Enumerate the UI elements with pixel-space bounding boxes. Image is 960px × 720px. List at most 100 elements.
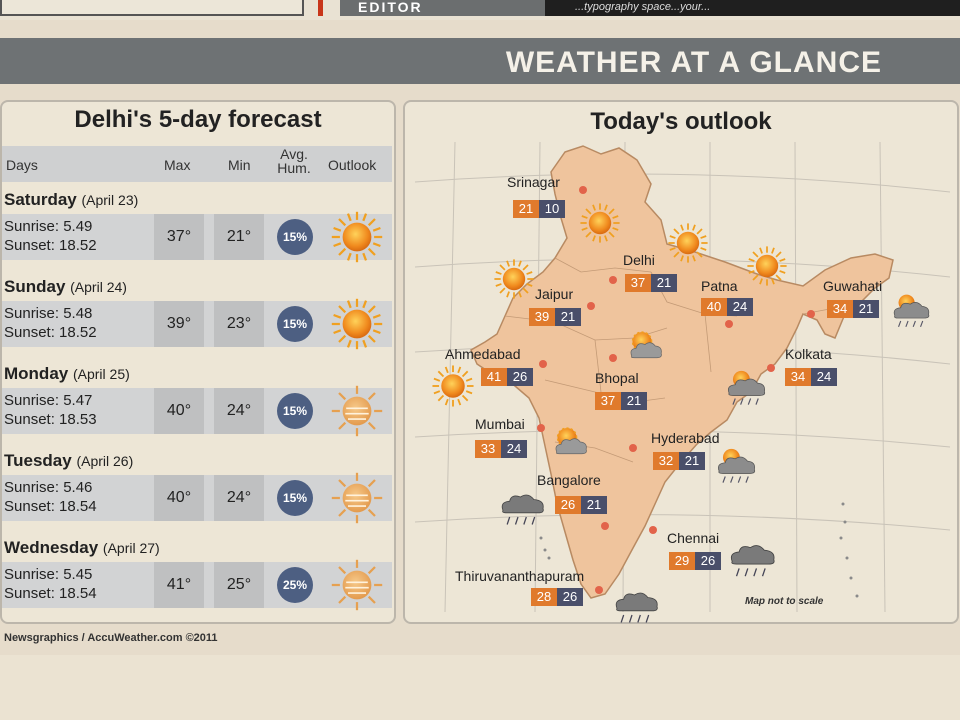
india-map bbox=[414, 141, 951, 613]
rain-icon bbox=[498, 482, 548, 532]
humidity-badge: 15% bbox=[277, 219, 313, 255]
day-details: Sunrise: 5.46 Sunset: 18.54 40° 24° 15% bbox=[2, 475, 392, 521]
forecast-title: Delhi's 5-day forecast bbox=[74, 106, 322, 133]
page-bottom bbox=[0, 655, 960, 720]
min-temp: 24° bbox=[214, 388, 264, 434]
humidity-badge: 15% bbox=[277, 393, 313, 429]
thunderstorm-icon bbox=[713, 442, 759, 488]
city-label-chennai: Chennai bbox=[667, 530, 720, 546]
max-temp: 41° bbox=[154, 562, 204, 608]
temp-box-chennai: 29 26 bbox=[669, 552, 721, 570]
max-temp: 39° bbox=[154, 301, 204, 347]
rain-icon bbox=[612, 580, 662, 630]
temp-box-srinagar: 21 10 bbox=[513, 200, 565, 218]
temp-box-thiruvananthapuram: 28 26 bbox=[531, 588, 583, 606]
section-label: EDITOR bbox=[340, 0, 563, 16]
day-name: Wednesday (April 27) bbox=[4, 538, 160, 557]
city-label-thiruvananthapuram: Thiruvananthapuram bbox=[455, 568, 585, 584]
header-humidity: Avg. Hum. bbox=[277, 146, 311, 176]
forecast-day-row: Monday (April 25) Sunrise: 5.47 Sunset: 1… bbox=[2, 364, 394, 450]
city-label-patna: Patna bbox=[701, 278, 738, 294]
city-label-delhi: Delhi bbox=[623, 252, 655, 268]
forecast-day-row: Wednesday (April 27) Sunrise: 5.45 Sunset… bbox=[2, 538, 394, 624]
header-max: Max bbox=[164, 157, 191, 173]
sun-icon bbox=[579, 202, 621, 244]
outlook-panel: Today's outlook Srinagar 21 10 Delhi 37 21… bbox=[403, 100, 959, 624]
header-outlook: Outlook bbox=[328, 157, 377, 173]
india-outline bbox=[470, 145, 894, 599]
sun-icon bbox=[667, 222, 709, 264]
temp-box-kolkata: 34 24 bbox=[785, 368, 837, 386]
map-scale-note: Map not to scale bbox=[745, 596, 824, 607]
partly-cloudy-icon bbox=[623, 324, 667, 368]
city-label-kolkata: Kolkata bbox=[785, 346, 832, 362]
header-days: Days bbox=[6, 157, 38, 173]
city-label-ahmedabad: Ahmedabad bbox=[445, 346, 521, 362]
day-details: Sunrise: 5.45 Sunset: 18.54 41° 25° 25% bbox=[2, 562, 392, 608]
temp-box-ahmedabad: 41 26 bbox=[481, 368, 533, 386]
day-name: Sunday (April 24) bbox=[4, 277, 127, 296]
humidity-badge: 25% bbox=[277, 567, 313, 603]
day-details: Sunrise: 5.49 Sunset: 18.52 37° 21° 15% bbox=[2, 214, 392, 260]
forecast-day-row: Sunday (April 24) Sunrise: 5.48 Sunset: 1… bbox=[2, 277, 394, 363]
min-temp: 23° bbox=[214, 301, 264, 347]
max-temp: 40° bbox=[154, 388, 204, 434]
temp-box-mumbai: 33 24 bbox=[475, 440, 527, 458]
hazy-sun-icon bbox=[330, 384, 384, 438]
banner-title: WEATHER AT A GLANCE bbox=[505, 46, 882, 79]
sun-icon bbox=[330, 297, 384, 351]
city-label-bangalore: Bangalore bbox=[537, 472, 601, 488]
sun-times: Sunrise: 5.47 Sunset: 18.53 bbox=[4, 392, 97, 428]
credit-line: Newsgraphics / AccuWeather.com ©2011 bbox=[4, 632, 218, 644]
banner: WEATHER AT A GLANCE bbox=[0, 38, 960, 84]
forecast-day-row: Tuesday (April 26) Sunrise: 5.46 Sunset: … bbox=[2, 451, 394, 537]
sun-times: Sunrise: 5.49 Sunset: 18.52 bbox=[4, 218, 97, 254]
temp-box-delhi: 37 21 bbox=[625, 274, 677, 292]
temp-box-bangalore: 26 21 bbox=[555, 496, 607, 514]
city-label-srinagar: Srinagar bbox=[507, 174, 560, 190]
max-temp: 40° bbox=[154, 475, 204, 521]
city-label-mumbai: Mumbai bbox=[475, 416, 525, 432]
thunderstorm-icon bbox=[723, 364, 769, 410]
sun-icon bbox=[330, 210, 384, 264]
sun-times: Sunrise: 5.48 Sunset: 18.52 bbox=[4, 305, 97, 341]
sun-times: Sunrise: 5.46 Sunset: 18.54 bbox=[4, 479, 97, 515]
sun-icon bbox=[746, 245, 788, 287]
sun-times: Sunrise: 5.45 Sunset: 18.54 bbox=[4, 566, 97, 602]
day-details: Sunrise: 5.48 Sunset: 18.52 39° 23° 15% bbox=[2, 301, 392, 347]
masthead-box bbox=[0, 0, 304, 16]
masthead-accent bbox=[318, 0, 323, 16]
masthead-text: ...typography space...your... bbox=[545, 0, 960, 16]
forecast-column-headers: Days Max Min Avg. Hum. Outlook bbox=[2, 146, 392, 182]
min-temp: 21° bbox=[214, 214, 264, 260]
temp-box-guwahati: 34 21 bbox=[827, 300, 879, 318]
partly-cloudy-icon bbox=[548, 420, 592, 464]
hazy-sun-icon bbox=[330, 558, 384, 612]
day-details: Sunrise: 5.47 Sunset: 18.53 40° 24° 15% bbox=[2, 388, 392, 434]
city-label-jaipur: Jaipur bbox=[535, 286, 574, 302]
sun-icon bbox=[431, 364, 475, 408]
day-name: Monday (April 25) bbox=[4, 364, 130, 383]
city-label-bhopal: Bhopal bbox=[595, 370, 639, 386]
rain-icon bbox=[727, 532, 779, 584]
outlook-title: Today's outlook bbox=[590, 108, 772, 135]
temp-box-hyderabad: 32 21 bbox=[653, 452, 705, 470]
min-temp: 25° bbox=[214, 562, 264, 608]
sun-icon bbox=[493, 258, 535, 300]
top-strip: EDITOR ...typography space...your... bbox=[0, 0, 960, 20]
min-temp: 24° bbox=[214, 475, 264, 521]
header-min: Min bbox=[228, 157, 251, 173]
day-name: Saturday (April 23) bbox=[4, 190, 139, 209]
city-label-hyderabad: Hyderabad bbox=[651, 430, 720, 446]
hazy-sun-icon bbox=[330, 471, 384, 525]
max-temp: 37° bbox=[154, 214, 204, 260]
day-name: Tuesday (April 26) bbox=[4, 451, 134, 470]
city-label-guwahati: Guwahati bbox=[823, 278, 883, 294]
humidity-badge: 15% bbox=[277, 480, 313, 516]
thunderstorm-icon bbox=[889, 288, 933, 332]
forecast-day-row: Saturday (April 23) Sunrise: 5.49 Sunset:… bbox=[2, 190, 394, 276]
forecast-panel: Delhi's 5-day forecast Days Max Min Avg.… bbox=[0, 100, 396, 624]
temp-box-bhopal: 37 21 bbox=[595, 392, 647, 410]
temp-box-jaipur: 39 21 bbox=[529, 308, 581, 326]
temp-box-patna: 40 24 bbox=[701, 298, 753, 316]
